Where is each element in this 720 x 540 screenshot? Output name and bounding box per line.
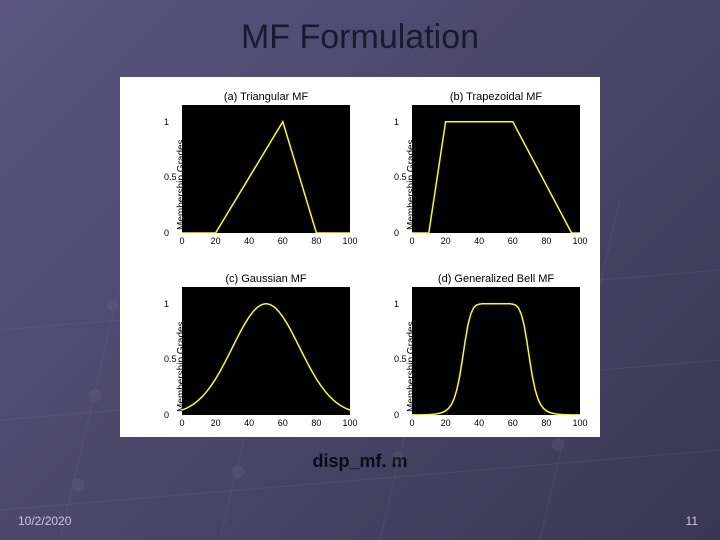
mf-curve-d <box>412 287 580 415</box>
x-tick: 100 <box>572 236 587 246</box>
subplot-title-a: (a) Triangular MF <box>182 91 350 103</box>
x-tick: 60 <box>278 236 288 246</box>
x-tick: 80 <box>541 418 551 428</box>
x-tick: 20 <box>441 418 451 428</box>
x-tick: 0 <box>179 418 184 428</box>
x-tick: 20 <box>441 236 451 246</box>
mf-curve-a <box>182 105 350 233</box>
x-tick: 40 <box>244 418 254 428</box>
y-tick: 1 <box>394 299 399 309</box>
x-tick: 40 <box>474 236 484 246</box>
figure-panel: (a) Triangular MFMembership Grades020406… <box>120 77 600 437</box>
footer-date: 10/2/2020 <box>18 514 71 528</box>
subplot-title-c: (c) Gaussian MF <box>182 273 350 285</box>
footer-page-number: 11 <box>686 514 698 528</box>
y-tick: 1 <box>394 117 399 127</box>
subplot-title-d: (d) Generalized Bell MF <box>412 273 580 285</box>
y-tick: 0 <box>164 228 169 238</box>
y-tick: 0.5 <box>394 354 407 364</box>
x-tick: 80 <box>541 236 551 246</box>
x-tick: 100 <box>572 418 587 428</box>
y-tick: 0.5 <box>394 172 407 182</box>
x-tick: 0 <box>409 418 414 428</box>
x-tick: 100 <box>342 418 357 428</box>
y-tick: 0 <box>394 410 399 420</box>
x-tick: 60 <box>278 418 288 428</box>
subplot-a: (a) Triangular MFMembership Grades020406… <box>182 105 350 233</box>
y-tick: 0 <box>164 410 169 420</box>
x-tick: 20 <box>211 236 221 246</box>
x-tick: 60 <box>508 236 518 246</box>
y-tick: 1 <box>164 117 169 127</box>
subplot-d: (d) Generalized Bell MFMembership Grades… <box>412 287 580 415</box>
x-tick: 80 <box>311 236 321 246</box>
x-tick: 100 <box>342 236 357 246</box>
x-tick: 0 <box>409 236 414 246</box>
subplot-c: (c) Gaussian MFMembership Grades02040608… <box>182 287 350 415</box>
y-tick: 0.5 <box>164 354 177 364</box>
x-tick: 20 <box>211 418 221 428</box>
slide-title: MF Formulation <box>0 0 720 57</box>
y-tick: 0 <box>394 228 399 238</box>
x-tick: 40 <box>474 418 484 428</box>
x-tick: 60 <box>508 418 518 428</box>
x-tick: 80 <box>311 418 321 428</box>
subplot-b: (b) Trapezoidal MFMembership Grades02040… <box>412 105 580 233</box>
subplot-title-b: (b) Trapezoidal MF <box>412 91 580 103</box>
y-tick: 0.5 <box>164 172 177 182</box>
mf-curve-c <box>182 287 350 415</box>
figure-caption: disp_mf. m <box>0 451 720 472</box>
x-tick: 0 <box>179 236 184 246</box>
x-tick: 40 <box>244 236 254 246</box>
y-tick: 1 <box>164 299 169 309</box>
mf-curve-b <box>412 105 580 233</box>
